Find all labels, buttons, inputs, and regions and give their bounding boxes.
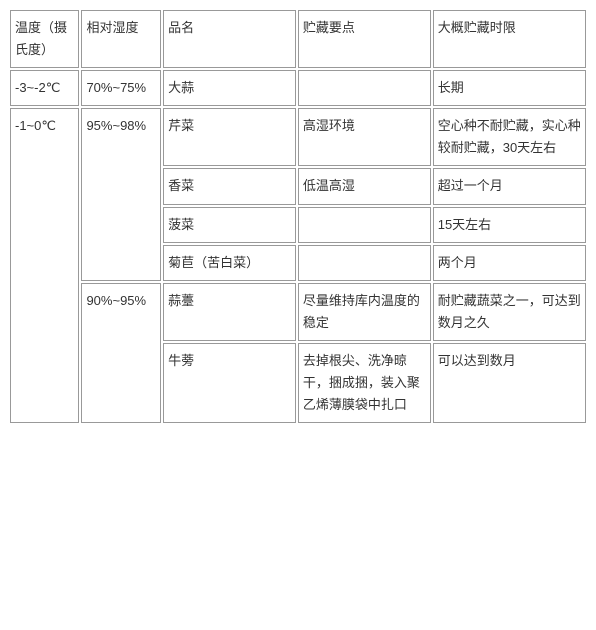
col-header-humidity: 相对湿度 [81, 10, 161, 68]
cell-points: 高湿环境 [298, 108, 431, 166]
cell-humidity: 70%~75% [81, 70, 161, 106]
cell-temp: -1~0℃ [10, 108, 79, 423]
cell-name: 芹菜 [163, 108, 296, 166]
cell-name: 菊苣（苦白菜） [163, 245, 296, 281]
cell-limit: 耐贮藏蔬菜之一，可达到数月之久 [433, 283, 586, 341]
cell-name: 大蒜 [163, 70, 296, 106]
col-header-limit: 大概贮藏时限 [433, 10, 586, 68]
cell-points: 低温高湿 [298, 168, 431, 204]
cell-limit: 空心种不耐贮藏，实心种较耐贮藏，30天左右 [433, 108, 586, 166]
cell-limit: 超过一个月 [433, 168, 586, 204]
cell-limit: 可以达到数月 [433, 343, 586, 423]
cell-points: 去掉根尖、洗净晾干，捆成捆，装入聚乙烯薄膜袋中扎口 [298, 343, 431, 423]
storage-table: 温度（摄氏度） 相对湿度 品名 贮藏要点 大概贮藏时限 -3~-2℃ 70%~7… [8, 8, 588, 425]
cell-limit: 两个月 [433, 245, 586, 281]
cell-points [298, 245, 431, 281]
cell-points [298, 207, 431, 243]
table-row: -1~0℃ 95%~98% 芹菜 高湿环境 空心种不耐贮藏，实心种较耐贮藏，30… [10, 108, 586, 166]
header-row: 温度（摄氏度） 相对湿度 品名 贮藏要点 大概贮藏时限 [10, 10, 586, 68]
cell-limit: 15天左右 [433, 207, 586, 243]
cell-name: 牛蒡 [163, 343, 296, 423]
cell-points: 尽量维持库内温度的稳定 [298, 283, 431, 341]
cell-humidity: 90%~95% [81, 283, 161, 423]
table-row: -3~-2℃ 70%~75% 大蒜 长期 [10, 70, 586, 106]
cell-name: 香菜 [163, 168, 296, 204]
cell-humidity: 95%~98% [81, 108, 161, 280]
col-header-name: 品名 [163, 10, 296, 68]
cell-name: 菠菜 [163, 207, 296, 243]
cell-temp: -3~-2℃ [10, 70, 79, 106]
table-row: 90%~95% 蒜薹 尽量维持库内温度的稳定 耐贮藏蔬菜之一，可达到数月之久 [10, 283, 586, 341]
col-header-temp: 温度（摄氏度） [10, 10, 79, 68]
cell-points [298, 70, 431, 106]
cell-name: 蒜薹 [163, 283, 296, 341]
col-header-points: 贮藏要点 [298, 10, 431, 68]
cell-limit: 长期 [433, 70, 586, 106]
